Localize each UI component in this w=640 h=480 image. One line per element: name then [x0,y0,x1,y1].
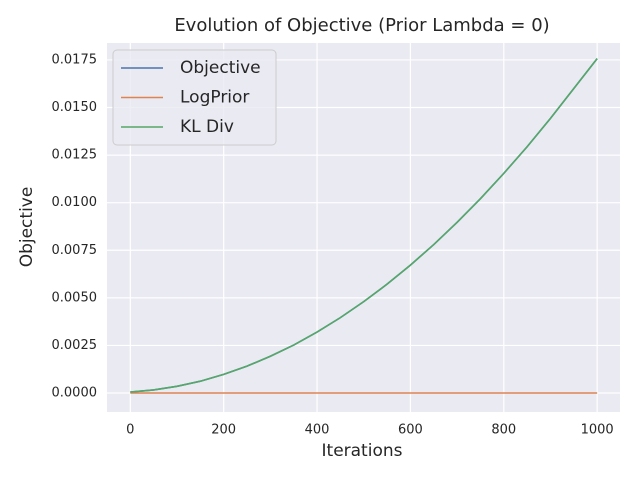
chart-title: Evolution of Objective (Prior Lambda = 0… [174,15,549,36]
legend-label: Objective [180,58,261,78]
x-tick-label: 400 [305,423,330,438]
x-tick-label: 600 [398,423,423,438]
x-tick-label: 0 [126,423,134,438]
y-tick-label: 0.0150 [52,100,98,115]
y-tick-label: 0.0050 [52,290,98,305]
legend-label: LogPrior [180,88,249,108]
y-tick-label: 0.0025 [52,338,98,353]
x-tick-label: 1000 [581,423,614,438]
x-tick-label: 200 [211,423,236,438]
y-tick-label: 0.0000 [52,386,98,401]
x-axis-label: Iterations [322,441,403,461]
y-tick-label: 0.0125 [52,148,98,163]
legend-label: KL Div [180,117,234,137]
y-tick-label: 0.0075 [52,243,98,258]
x-tick-label: 800 [491,423,516,438]
line [130,58,598,393]
y-tick-label: 0.0100 [52,195,98,210]
y-axis-label: Objective [17,187,37,268]
legend-box [112,49,277,146]
y-tick-label: 0.0175 [52,52,98,67]
